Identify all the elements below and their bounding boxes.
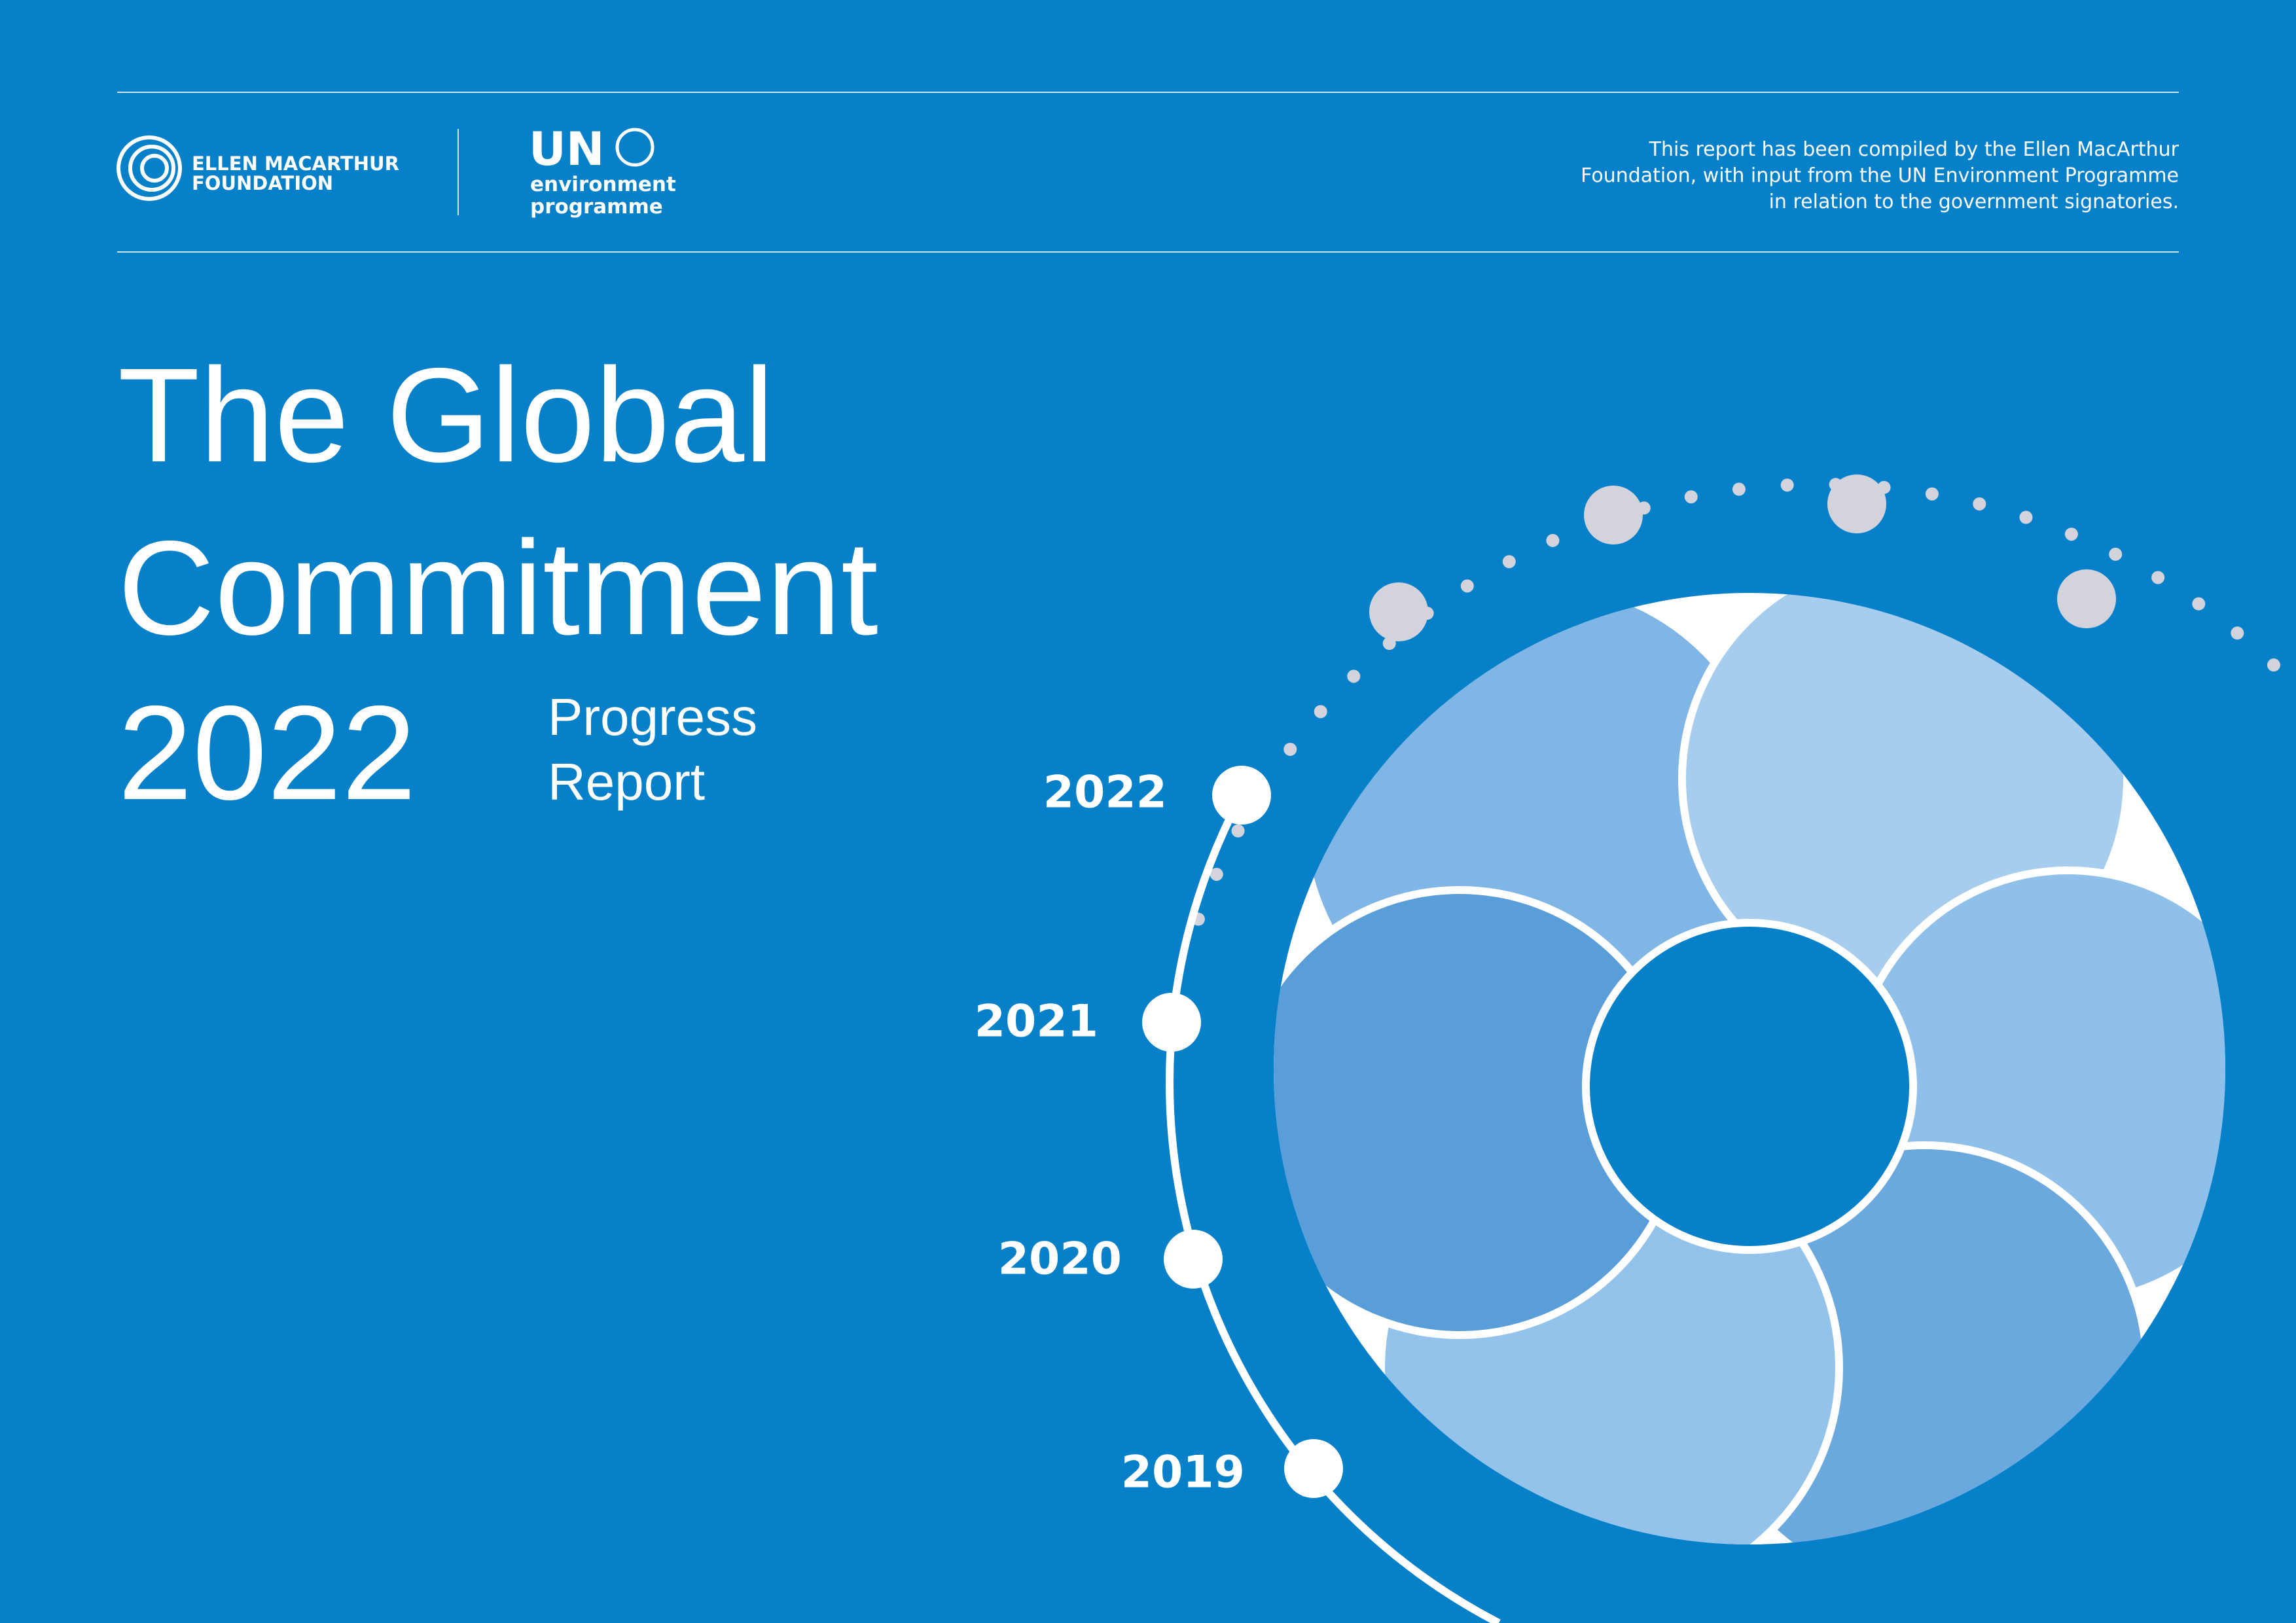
timeline-dot: [1142, 993, 1201, 1052]
un-emblem: [615, 128, 655, 167]
small-dot: [2151, 571, 2165, 584]
note: in relation to the government signatorie…: [1769, 190, 2179, 213]
small-dot: [2267, 658, 2280, 672]
small-dot: [2231, 626, 2244, 640]
grey-dot: [1369, 582, 1428, 641]
small-dot: [1231, 824, 1245, 838]
small-dot: [1314, 705, 1327, 719]
year-label: 2021: [975, 996, 1098, 1048]
timeline-dot: [1164, 1230, 1223, 1289]
subtitle: Progress: [548, 688, 757, 746]
small-dot: [1210, 867, 1223, 881]
un-text: environment: [530, 173, 676, 196]
timeline-dot: [1212, 766, 1271, 825]
year-label: 2020: [998, 1234, 1122, 1285]
year-label: 2022: [1043, 767, 1167, 819]
small-dot: [2019, 510, 2033, 524]
year-label: 2019: [1121, 1447, 1245, 1499]
note: This report has been compiled by the Ell…: [1649, 138, 2179, 161]
small-dot: [2109, 547, 2123, 561]
small-dot: [1925, 487, 1939, 501]
subtitle: Report: [548, 753, 705, 811]
emf-logo-mark: [117, 135, 182, 201]
note: Foundation, with input from the UN Envir…: [1581, 164, 2179, 187]
title: The Global: [118, 340, 774, 490]
small-dot: [1684, 490, 1698, 504]
small-dot: [2192, 597, 2206, 611]
grey-dot: [1827, 474, 1886, 533]
grey-dot: [1584, 486, 1643, 544]
small-dot: [1347, 669, 1361, 683]
logo-text: FOUNDATION: [192, 172, 333, 194]
small-dot: [1732, 482, 1746, 496]
small-dot: [2064, 527, 2078, 541]
small-dot: [1460, 579, 1474, 593]
small-dot: [1502, 555, 1516, 569]
un-mark: UN: [529, 122, 604, 176]
small-dot: [1973, 497, 1986, 511]
small-dot: [1780, 478, 1794, 492]
un-text: programme: [530, 195, 663, 219]
small-dot: [1283, 742, 1297, 756]
timeline-dot: [1284, 1439, 1343, 1498]
title: Commitment: [118, 513, 878, 663]
small-dot: [1546, 533, 1560, 547]
product-images: [1274, 593, 2225, 1544]
grey-dot: [2057, 569, 2116, 628]
title: 2022: [118, 678, 416, 828]
logo-text: ELLEN MACARTHUR: [192, 152, 399, 175]
